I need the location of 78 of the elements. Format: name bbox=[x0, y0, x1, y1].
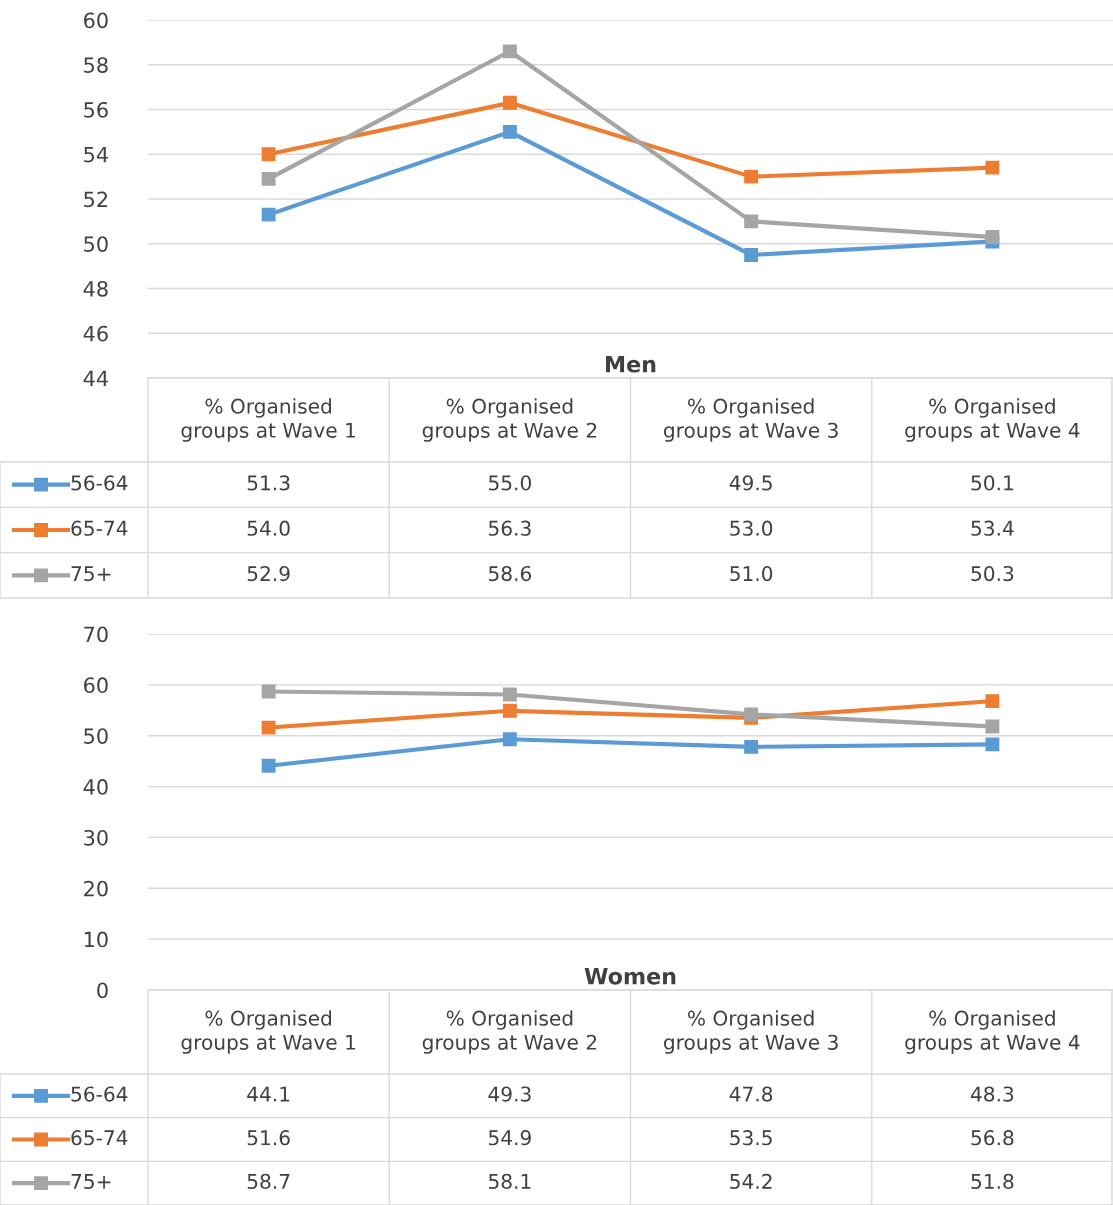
y-tick-label: 30 bbox=[84, 829, 108, 846]
point bbox=[744, 214, 759, 229]
point bbox=[502, 687, 517, 702]
data-label: 49.5 bbox=[729, 475, 772, 491]
y-tick-label: 44 bbox=[83, 370, 108, 386]
legend-label: 56-64 bbox=[71, 475, 128, 491]
data-label: 48.3 bbox=[970, 1086, 1014, 1102]
y-tick-label: 50 bbox=[84, 728, 108, 744]
data-label: 51.8 bbox=[971, 1173, 1014, 1190]
y-tick-label: 70 bbox=[84, 626, 108, 643]
legend-label: 65-74 bbox=[71, 1130, 128, 1146]
data-label: 55.0 bbox=[489, 475, 531, 491]
data-label: 54.0 bbox=[247, 520, 290, 536]
text: Women bbox=[584, 968, 676, 985]
legend-label: 75+ bbox=[71, 566, 111, 582]
y-tick-label: 52 bbox=[84, 191, 108, 208]
x-tick-label: % Organised groups at Wave 1 bbox=[181, 1010, 356, 1054]
data-label: 52.9 bbox=[247, 565, 290, 582]
data-label: 58.7 bbox=[247, 1173, 290, 1190]
y-tick-label: 56 bbox=[84, 101, 108, 118]
data-label: 44.1 bbox=[247, 1086, 290, 1102]
y-tick-label: 50 bbox=[84, 236, 108, 252]
y-tick-label: 60 bbox=[84, 12, 108, 29]
point bbox=[985, 719, 1000, 734]
legend-label: 65-74 bbox=[71, 520, 128, 536]
point bbox=[261, 207, 276, 222]
data-label: 53.0 bbox=[730, 520, 773, 536]
y-tick-label: 20 bbox=[84, 880, 108, 897]
data-label: 54.9 bbox=[489, 1130, 531, 1146]
y-tick-label: 58 bbox=[84, 57, 108, 73]
point bbox=[744, 169, 759, 184]
point bbox=[261, 684, 276, 699]
y-tick-label: 60 bbox=[84, 677, 108, 694]
point bbox=[744, 739, 759, 754]
point bbox=[985, 230, 1000, 244]
point bbox=[502, 732, 517, 747]
point bbox=[502, 703, 517, 718]
legend-label: 75+ bbox=[71, 1174, 111, 1190]
data-label: 47.8 bbox=[729, 1086, 773, 1102]
data-label: 56.8 bbox=[971, 1130, 1014, 1146]
point bbox=[502, 44, 517, 59]
data-label: 50.1 bbox=[971, 475, 1013, 491]
point bbox=[985, 694, 1000, 709]
point bbox=[985, 737, 1000, 752]
data-label: 54.2 bbox=[730, 1173, 772, 1190]
x-tick-label: % Organised groups at Wave 2 bbox=[422, 1010, 597, 1054]
data-label: 53.5 bbox=[730, 1130, 772, 1146]
y-tick-label: 10 bbox=[84, 931, 108, 948]
point bbox=[744, 247, 759, 262]
x-tick-label: % Organised groups at Wave 1 bbox=[181, 398, 356, 442]
x-tick-label: % Organised groups at Wave 4 bbox=[905, 1010, 1080, 1054]
x-tick-label: % Organised groups at Wave 3 bbox=[663, 398, 838, 442]
point bbox=[502, 95, 517, 110]
data-label: 51.0 bbox=[730, 565, 773, 582]
y-tick-label: 54 bbox=[84, 146, 108, 163]
legend-label: 56-64 bbox=[71, 1086, 128, 1102]
point bbox=[261, 758, 276, 773]
data-label: 58.1 bbox=[489, 1173, 531, 1190]
data-label: 53.4 bbox=[971, 520, 1014, 536]
data-label: 51.3 bbox=[247, 475, 290, 491]
x-tick-label: % Organised groups at Wave 2 bbox=[422, 398, 597, 442]
point bbox=[502, 124, 517, 139]
data-label: 50.3 bbox=[971, 565, 1014, 582]
data-label: 58.6 bbox=[489, 565, 532, 582]
data-label: 49.3 bbox=[488, 1086, 531, 1102]
x-tick-label: % Organised groups at Wave 4 bbox=[905, 398, 1080, 442]
y-tick-label: 48 bbox=[83, 280, 108, 297]
text: Men bbox=[606, 356, 656, 373]
point bbox=[261, 720, 276, 735]
y-tick-label: 0 bbox=[97, 982, 108, 999]
y-tick-label: 40 bbox=[83, 779, 108, 795]
data-label: 56.3 bbox=[489, 520, 531, 536]
point bbox=[261, 147, 276, 162]
point bbox=[261, 171, 276, 186]
point bbox=[985, 160, 1000, 175]
x-tick-label: % Organised groups at Wave 3 bbox=[663, 1010, 838, 1054]
data-label: 51.6 bbox=[247, 1130, 290, 1146]
y-tick-label: 46 bbox=[83, 325, 108, 342]
